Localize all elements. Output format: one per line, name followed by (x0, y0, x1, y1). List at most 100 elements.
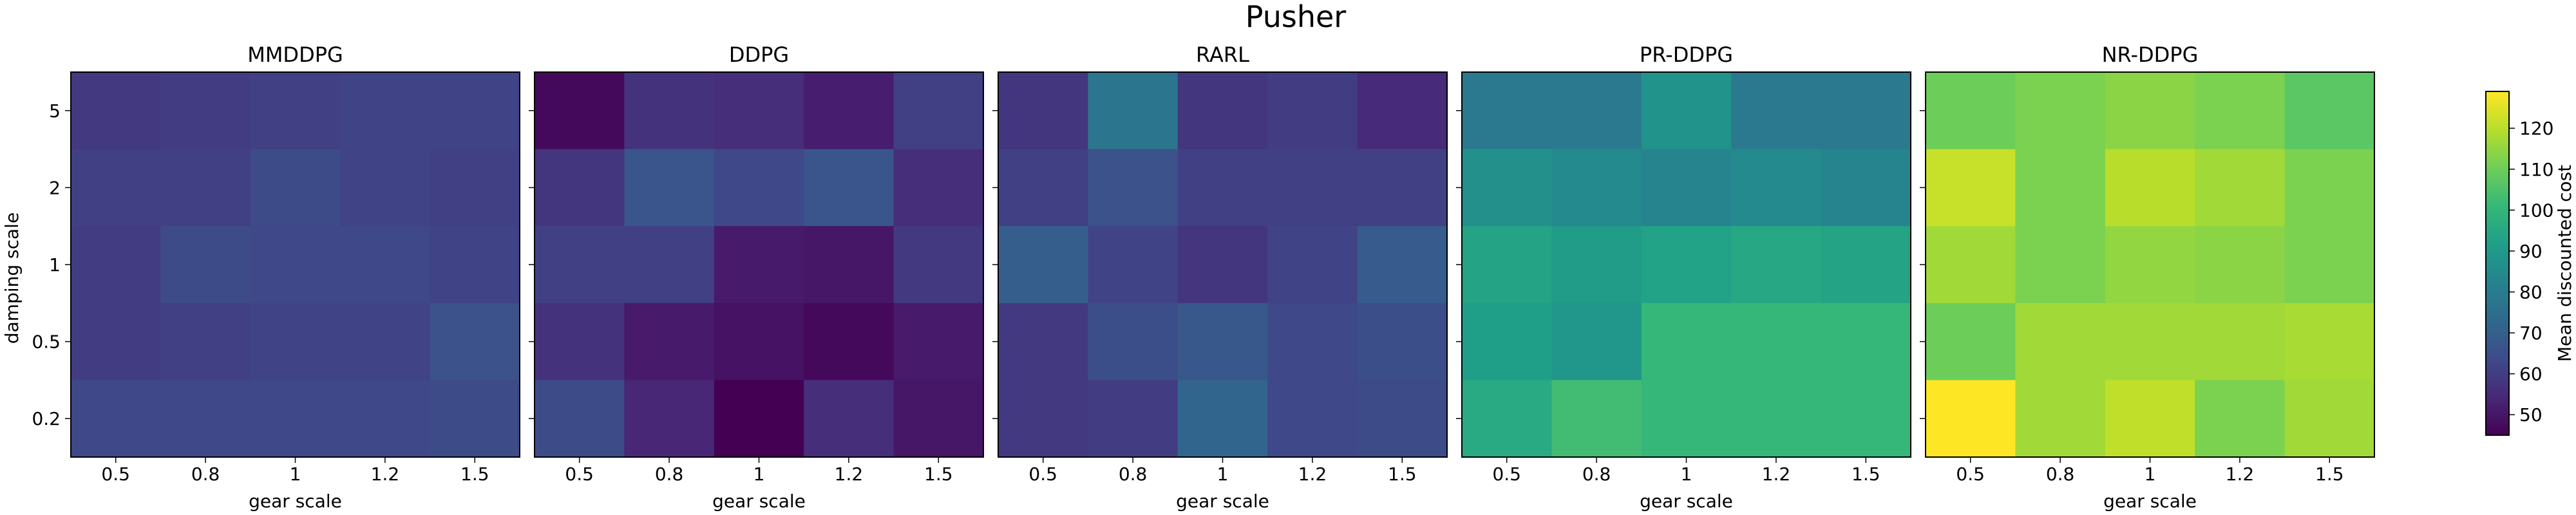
x-axis-label: gear scale (1176, 491, 1269, 512)
colorbar: 50 60 70 80 90 100 110 120 Mean discounted cost (2485, 91, 2575, 436)
heatmap-cell (71, 380, 161, 458)
heatmap-cell (1357, 72, 1448, 150)
colorbar-gradient-step (2486, 337, 2509, 341)
heatmap-cell (160, 303, 251, 380)
panel-title: NR-DDPG (2102, 42, 2199, 67)
y-tick-label: 0.2 (32, 408, 61, 429)
colorbar-gradient-step (2486, 283, 2509, 287)
heatmap-cell (714, 149, 804, 227)
heatmap-cell (71, 226, 161, 304)
x-tick-label: 0.8 (655, 464, 684, 485)
heatmap-cell (2105, 380, 2195, 458)
x-tick-label: 0.5 (101, 464, 130, 485)
heatmap-cell (624, 380, 715, 458)
heatmap-panel: NR-DDPG 0.5 0.8 1 1.2 1.5 gear scale (1920, 42, 2375, 512)
colorbar-gradient-step (2486, 277, 2509, 281)
colorbar-gradient-step (2486, 315, 2509, 319)
x-tick-label: 0.8 (191, 464, 220, 485)
colorbar-tick-label: 100 (2519, 200, 2553, 221)
heatmap-cell (340, 72, 431, 150)
colorbar-gradient-step (2486, 180, 2509, 184)
x-tick-label: 1 (753, 464, 765, 485)
colorbar-gradient-step (2486, 341, 2509, 344)
colorbar-gradient-step (2486, 189, 2509, 192)
heatmap-cell (535, 380, 625, 458)
colorbar-gradient-step (2486, 234, 2509, 238)
heatmap-cell (1357, 303, 1448, 380)
heatmap-cell (2195, 72, 2286, 150)
heatmap-cell (998, 149, 1088, 227)
colorbar-gradient-step (2486, 237, 2509, 241)
heatmap-cell (804, 226, 895, 304)
colorbar-gradient-step (2486, 351, 2509, 356)
heatmap-cell (1551, 72, 1642, 150)
heatmap-cell (1177, 380, 1268, 458)
colorbar-gradient-step (2486, 263, 2509, 267)
y-tick-label: 1 (49, 254, 61, 276)
colorbar-gradient-step (2486, 108, 2509, 112)
heatmap-cell (1551, 303, 1642, 380)
colorbar-gradient-step (2486, 97, 2509, 101)
heatmap-cell (430, 303, 520, 380)
colorbar-gradient-step (2486, 185, 2509, 190)
x-tick-label: 0.5 (565, 464, 594, 485)
colorbar-gradient-step (2486, 226, 2509, 230)
heatmap-cell (2105, 149, 2195, 227)
heatmap-cell (2284, 380, 2375, 458)
colorbar-gradient-step (2486, 418, 2509, 422)
colorbar-gradient-step (2486, 297, 2509, 301)
colorbar-gradient-step (2486, 165, 2509, 169)
heatmap-cell (893, 303, 984, 380)
heatmap-cell (1641, 72, 1732, 150)
heatmap-cell (1731, 303, 1822, 380)
colorbar-gradient-step (2486, 280, 2509, 284)
x-tick-label: 1.5 (1852, 464, 1880, 485)
heatmap-cell (1926, 149, 2016, 227)
heatmap-cell (71, 303, 161, 380)
colorbar-gradient-step (2486, 194, 2509, 198)
colorbar-gradient-step (2486, 386, 2509, 390)
x-tick-label: 0.5 (1028, 464, 1057, 485)
heatmap-cell (2015, 226, 2106, 304)
colorbar-gradient-step (2486, 100, 2509, 104)
colorbar-gradient-step (2486, 137, 2509, 141)
colorbar-gradient-step (2486, 415, 2509, 419)
heatmap-cell (2015, 303, 2106, 380)
colorbar-gradient-step (2486, 375, 2509, 379)
colorbar-gradient-step (2486, 432, 2509, 436)
colorbar-tick-label: 110 (2519, 159, 2553, 180)
heatmap-cell (1462, 226, 1552, 304)
heatmap-cell (1267, 149, 1358, 227)
heatmap-cell (1731, 72, 1822, 150)
colorbar-gradient-step (2486, 246, 2509, 250)
heatmap-cell (160, 72, 251, 150)
heatmap-cell (804, 72, 895, 150)
colorbar-gradient-step (2486, 220, 2509, 224)
colorbar-gradient-step (2486, 114, 2509, 118)
colorbar-gradient-step (2486, 120, 2509, 124)
colorbar-gradient-step (2486, 300, 2509, 304)
x-axis-label: gear scale (1640, 491, 1733, 512)
colorbar-gradient-step (2486, 329, 2509, 333)
heatmap-cell (535, 72, 625, 150)
colorbar-gradient-step (2486, 232, 2509, 236)
heatmap-cell (250, 149, 341, 227)
heatmap-cell (804, 303, 895, 380)
heatmap-cell (1088, 149, 1179, 227)
heatmap-cell (340, 303, 431, 380)
x-tick-label: 1.5 (2315, 464, 2344, 485)
panel-title: MMDDPG (247, 42, 343, 67)
heatmap-cell (1821, 380, 1911, 458)
colorbar-gradient-step (2486, 223, 2509, 227)
heatmap-cell (1088, 72, 1179, 150)
colorbar-gradient-step (2486, 131, 2509, 135)
heatmap-cell (1551, 149, 1642, 227)
colorbar-gradient-step (2486, 378, 2509, 382)
heatmap-cell (1462, 149, 1552, 227)
heatmap-panel: DDPG 0.5 0.8 1 1.2 1.5 gear scale (529, 42, 984, 512)
heatmap-cell (1462, 72, 1552, 150)
heatmap-cell (2105, 72, 2195, 150)
colorbar-gradient-step (2486, 268, 2509, 273)
colorbar-gradient-step (2486, 126, 2509, 129)
colorbar-gradient-step (2486, 209, 2509, 212)
